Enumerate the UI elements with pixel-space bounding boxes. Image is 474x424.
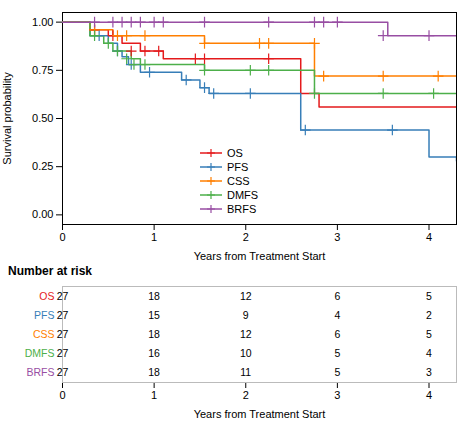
svg-text:CSS: CSS	[33, 328, 55, 340]
svg-text:Years from Treatment Start: Years from Treatment Start	[194, 408, 326, 420]
svg-text:6: 6	[334, 328, 340, 340]
svg-text:12: 12	[240, 328, 252, 340]
svg-text:9: 9	[243, 309, 249, 321]
svg-text:4: 4	[426, 347, 432, 359]
svg-text:18: 18	[148, 290, 160, 302]
svg-text:PFS: PFS	[34, 309, 54, 321]
svg-text:0.25: 0.25	[32, 160, 53, 172]
svg-text:0: 0	[59, 231, 65, 243]
html-text:OS: OS	[227, 147, 243, 159]
svg-text:27: 27	[57, 366, 69, 378]
svg-text:1.00: 1.00	[32, 16, 53, 28]
svg-text:2: 2	[243, 389, 249, 401]
svg-text:27: 27	[57, 290, 69, 302]
svg-text:27: 27	[57, 347, 69, 359]
svg-text:1: 1	[151, 231, 157, 243]
svg-text:2: 2	[243, 231, 249, 243]
svg-text:Years from Treatment Start: Years from Treatment Start	[194, 250, 326, 262]
svg-text:5: 5	[426, 328, 432, 340]
svg-text:DMFS: DMFS	[25, 347, 55, 359]
svg-text:0.75: 0.75	[32, 64, 53, 76]
svg-text:18: 18	[148, 328, 160, 340]
svg-text:0.00: 0.00	[32, 208, 53, 220]
html-text:CSS: CSS	[227, 175, 250, 187]
svg-text:5: 5	[426, 290, 432, 302]
svg-text:3: 3	[426, 366, 432, 378]
html-text:PFS: PFS	[227, 161, 249, 173]
svg-text:BRFS: BRFS	[26, 366, 54, 378]
svg-text:10: 10	[240, 347, 252, 359]
svg-text:16: 16	[148, 347, 160, 359]
svg-text:1: 1	[151, 389, 157, 401]
svg-text:0.50: 0.50	[32, 112, 53, 124]
svg-text:0: 0	[59, 389, 65, 401]
svg-text:2: 2	[426, 309, 432, 321]
svg-text:27: 27	[57, 328, 69, 340]
svg-text:3: 3	[334, 231, 340, 243]
svg-text:4: 4	[426, 231, 432, 243]
svg-text:15: 15	[148, 309, 160, 321]
html-text:Number at risk: Number at risk	[8, 264, 92, 278]
svg-text:Survival probability: Survival probability	[1, 72, 13, 165]
svg-text:27: 27	[57, 309, 69, 321]
svg-text:12: 12	[240, 290, 252, 302]
svg-text:18: 18	[148, 366, 160, 378]
svg-text:6: 6	[334, 290, 340, 302]
svg-text:OS: OS	[39, 290, 54, 302]
html-text:DMFS: DMFS	[227, 189, 259, 201]
html-text:BRFS: BRFS	[227, 203, 257, 215]
svg-text:3: 3	[334, 389, 340, 401]
svg-text:4: 4	[426, 389, 432, 401]
svg-text:11: 11	[240, 366, 251, 378]
svg-text:5: 5	[334, 347, 340, 359]
svg-text:5: 5	[334, 366, 340, 378]
svg-text:4: 4	[334, 309, 340, 321]
